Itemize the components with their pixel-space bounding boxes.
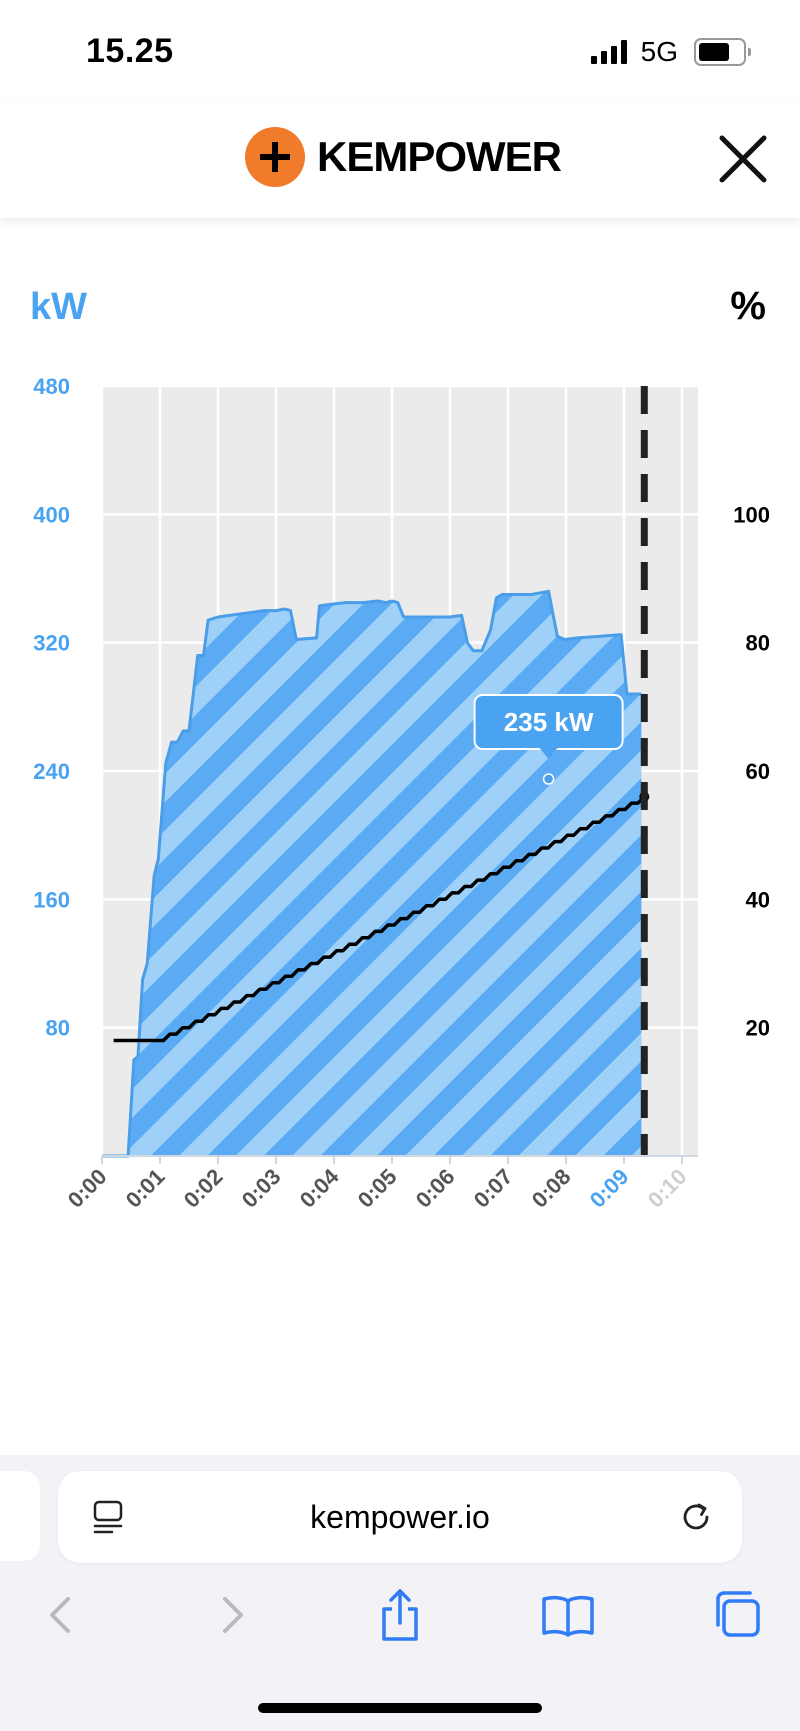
status-indicators: 5G (590, 36, 751, 68)
right-tick-label: 40 (746, 887, 770, 912)
left-tick-label: 240 (33, 759, 70, 784)
tooltip-label: 235 kW (504, 707, 594, 737)
close-icon (719, 135, 767, 183)
reload-icon[interactable] (678, 1499, 714, 1535)
share-icon[interactable] (370, 1585, 430, 1645)
left-tick-label: 400 (33, 502, 70, 527)
address-bar[interactable]: kempower.io (58, 1471, 742, 1563)
x-tick-label: 0:04 (295, 1163, 344, 1212)
battery-icon (694, 38, 751, 66)
right-tick-label: 80 (746, 631, 770, 656)
kempower-logo: KEMPOWER (245, 127, 562, 187)
x-tick-label: 0:00 (63, 1164, 112, 1213)
close-button[interactable] (716, 132, 770, 186)
tabs-icon[interactable] (708, 1585, 768, 1645)
signal-icon (590, 40, 627, 64)
network-type: 5G (640, 36, 678, 67)
home-indicator (258, 1703, 542, 1713)
left-tick-label: 80 (46, 1016, 70, 1041)
x-tick-label: 0:02 (179, 1164, 228, 1213)
plus-circle-icon (245, 127, 305, 187)
right-tick-label: 60 (746, 759, 770, 784)
tooltip-pointer (539, 748, 558, 760)
right-tick-label: 20 (746, 1016, 770, 1041)
browser-nav (0, 1585, 800, 1655)
forward-icon[interactable] (203, 1585, 263, 1645)
left-tick-label: 320 (33, 631, 70, 656)
left-tick-label: 480 (33, 374, 70, 399)
x-tick-label: 0:09 (585, 1164, 634, 1213)
left-tick-label: 160 (33, 887, 70, 912)
url-text: kempower.io (310, 1499, 490, 1535)
x-tick-label: 0:06 (411, 1164, 460, 1213)
tooltip-point (542, 773, 555, 785)
soc-line (113, 795, 646, 1043)
back-icon[interactable] (30, 1585, 90, 1645)
status-time: 15.25 (86, 32, 174, 70)
bookmarks-icon[interactable] (538, 1585, 598, 1645)
app-header: KEMPOWER (0, 100, 800, 218)
x-tick-label: 0:01 (121, 1164, 170, 1213)
plot-area: 480 400 320 240 160 80 100 80 60 40 20 0:00 0:01 0:02… (33, 374, 770, 1213)
x-tick-label: 0:10 (643, 1164, 692, 1213)
x-tick-label: 0:03 (237, 1164, 286, 1213)
right-axis-unit: % (730, 284, 766, 328)
status-bar: 15.25 5G (0, 0, 800, 100)
x-tick-label: 0:07 (469, 1164, 518, 1213)
left-axis-unit: kW (30, 286, 87, 328)
power-line (102, 589, 642, 1158)
browser-toolbar: kempower.io (0, 1455, 800, 1731)
reader-mode-icon[interactable] (92, 1499, 124, 1535)
x-tick-label: 0:08 (527, 1164, 576, 1213)
previous-tab-edge[interactable] (0, 1471, 40, 1561)
x-tick-label: 0:05 (353, 1164, 402, 1213)
right-tick-label: 100 (733, 502, 770, 527)
brand-name: KEMPOWER (317, 133, 562, 180)
